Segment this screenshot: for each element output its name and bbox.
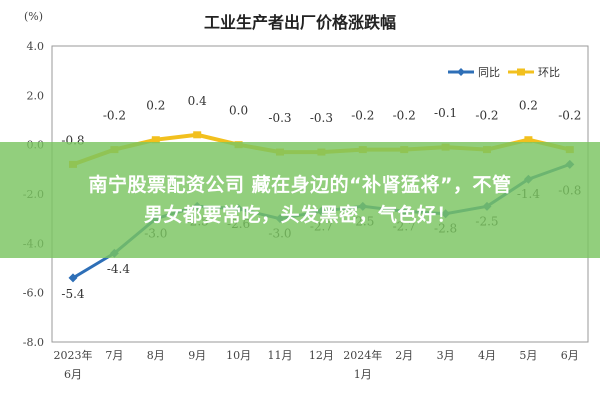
x-tick-label: 2024年: [343, 348, 382, 362]
data-label-mom: -0.2: [558, 109, 581, 123]
y-tick-label: 2.0: [27, 89, 45, 102]
data-label-mom: -0.2: [103, 109, 126, 123]
x-tick-label: 11月: [268, 349, 293, 362]
ad-banner[interactable]: 南宁股票配资公司 藏在身边的“补肾猛将”，不管 男女都要常吃，头发黑密，气色好！: [0, 142, 600, 258]
x-tick-label: 10月: [226, 349, 251, 362]
y-tick-label: -8.0: [23, 336, 44, 349]
y-axis-unit-label: (%): [24, 10, 43, 23]
x-tick-label: 6月: [64, 368, 82, 381]
data-label-mom: 0.4: [188, 94, 207, 108]
data-label-mom: -0.2: [393, 109, 416, 123]
x-tick-label: 12月: [309, 349, 334, 362]
data-point-mom: [193, 131, 202, 139]
x-tick-label: 2月: [395, 349, 413, 362]
data-point-yoy: [68, 273, 78, 283]
ad-banner-line-2: 男女都要常吃，头发黑密，气色好！: [143, 204, 456, 226]
data-label-mom: -0.3: [268, 111, 291, 125]
data-label-mom: 0.0: [229, 104, 248, 118]
data-point-mom: [151, 136, 160, 144]
x-tick-label: 3月: [437, 349, 455, 362]
legend-label-yoy: 同比: [478, 66, 500, 79]
x-tick-label: 9月: [188, 349, 206, 362]
data-label-yoy: -4.4: [107, 262, 131, 276]
data-label-mom: -0.1: [434, 106, 457, 120]
data-label-mom: 0.2: [519, 99, 538, 113]
data-label-mom: 0.2: [146, 99, 165, 113]
data-point-mom: [524, 136, 533, 144]
legend-marker-mom: [517, 68, 525, 76]
legend-label-mom: 环比: [538, 66, 560, 79]
y-tick-label: 4.0: [27, 40, 45, 53]
data-label-mom: -0.2: [351, 109, 374, 123]
legend-marker-yoy: [457, 68, 465, 76]
x-tick-label: 7月: [105, 349, 123, 362]
x-tick-label: 5月: [519, 349, 537, 362]
x-tick-label: 2023年: [54, 348, 93, 362]
x-tick-label: 4月: [478, 349, 496, 362]
y-tick-label: -6.0: [23, 287, 44, 300]
x-tick-label: 1月: [354, 368, 372, 381]
x-tick-label: 6月: [561, 349, 579, 362]
chart-title: 工业生产者出厂价格涨跌幅: [204, 13, 396, 32]
data-label-yoy: -5.4: [61, 287, 85, 301]
data-label-mom: -0.3: [310, 111, 333, 125]
x-tick-label: 8月: [147, 349, 165, 362]
data-label-mom: -0.2: [475, 109, 498, 123]
ad-banner-line-1: 南宁股票配资公司 藏在身边的“补肾猛将”，不管: [88, 174, 512, 196]
